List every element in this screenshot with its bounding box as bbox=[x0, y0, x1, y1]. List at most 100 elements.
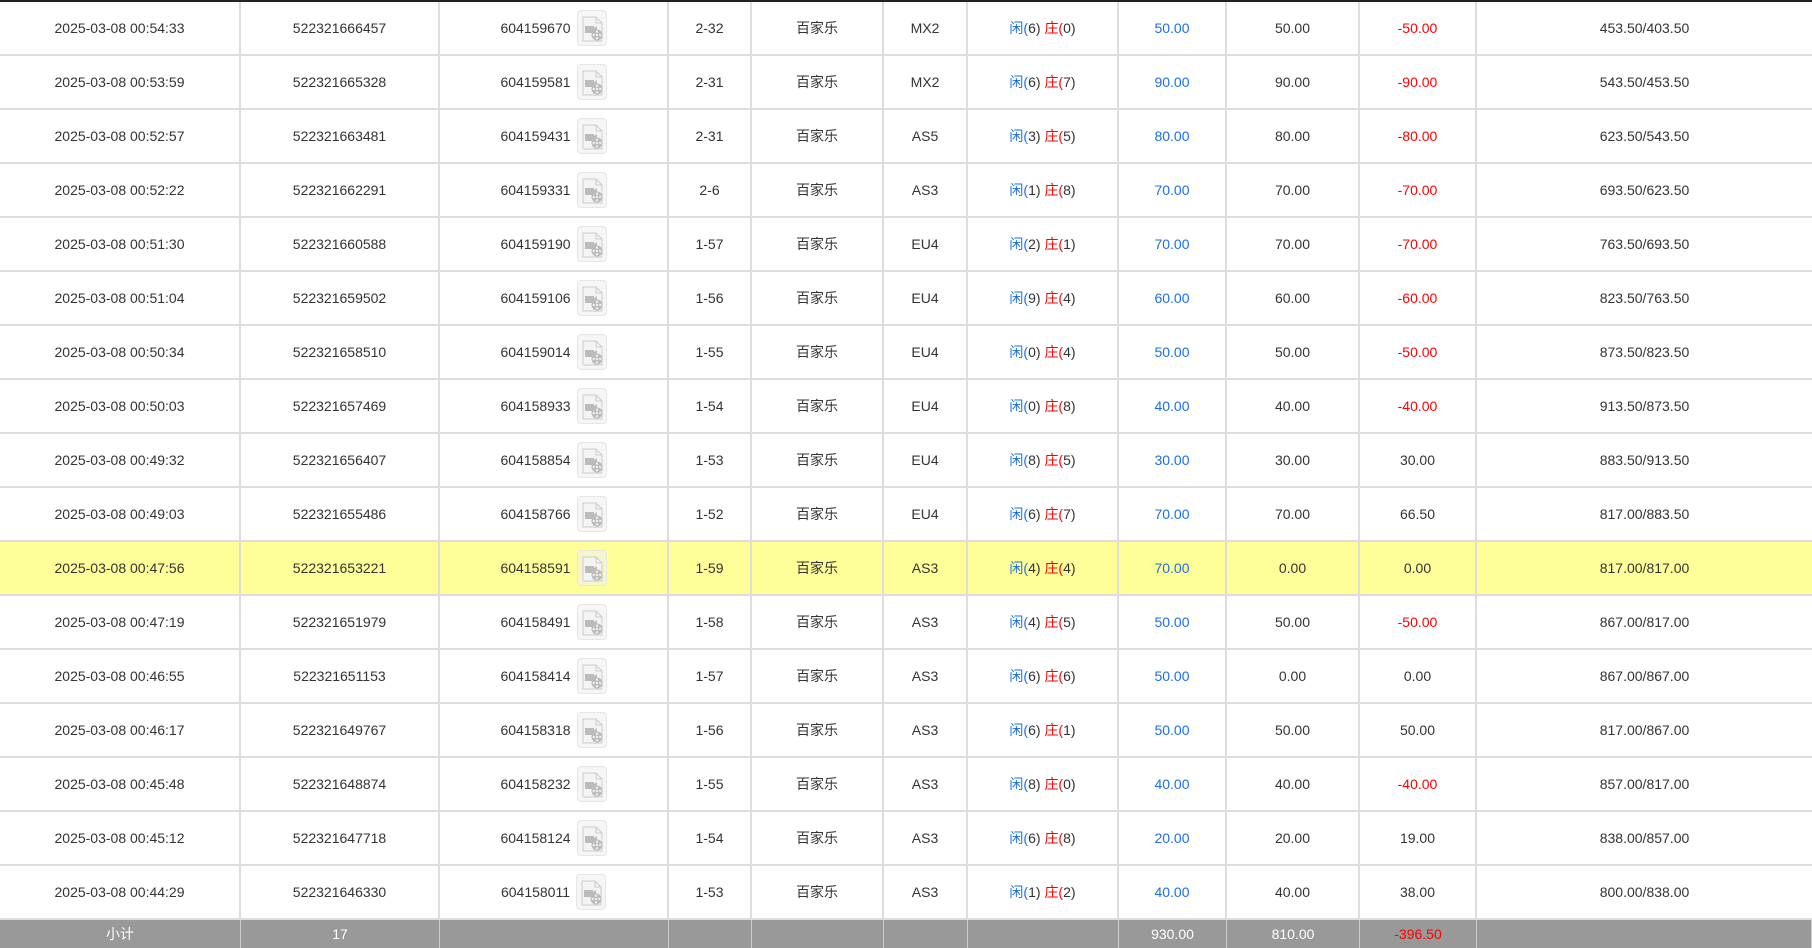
table-name: EU4 bbox=[911, 452, 939, 468]
bet-id: 522321658510 bbox=[292, 344, 387, 360]
balance: 763.50/693.50 bbox=[1599, 236, 1690, 252]
game-name-cell: 百家乐 bbox=[752, 110, 884, 162]
valid-bet: 30.00 bbox=[1274, 452, 1311, 468]
win-loss-cell: 19.00 bbox=[1360, 812, 1477, 864]
bet-id-cell: 522321649767 bbox=[241, 704, 440, 756]
video-file-icon[interactable] bbox=[576, 658, 607, 694]
valid-bet: 50.00 bbox=[1274, 722, 1311, 738]
round-id-cell: 604158414 bbox=[440, 650, 669, 702]
win-loss: 30.00 bbox=[1399, 452, 1436, 468]
player-result: 闲(6) bbox=[1009, 722, 1041, 738]
video-file-icon[interactable] bbox=[576, 766, 607, 802]
video-file-icon[interactable] bbox=[576, 64, 607, 100]
round-id-cell: 604158011 bbox=[440, 866, 669, 918]
win-loss: -50.00 bbox=[1397, 614, 1438, 630]
player-result: 闲(6) bbox=[1009, 74, 1041, 90]
shoe-round-cell: 1-56 bbox=[669, 704, 752, 756]
win-loss-cell: 38.00 bbox=[1360, 866, 1477, 918]
valid-bet-cell: 50.00 bbox=[1227, 2, 1360, 54]
bet-id: 522321657469 bbox=[292, 398, 387, 414]
balance: 543.50/453.50 bbox=[1599, 74, 1690, 90]
win-loss: 38.00 bbox=[1399, 884, 1436, 900]
bet-time-cell: 2025-03-08 00:52:22 bbox=[0, 164, 241, 216]
game-name-cell: 百家乐 bbox=[752, 488, 884, 540]
game-name-cell: 百家乐 bbox=[752, 218, 884, 270]
game-name: 百家乐 bbox=[796, 20, 838, 36]
game-name: 百家乐 bbox=[796, 614, 838, 630]
video-file-icon[interactable] bbox=[576, 388, 607, 424]
round-id-cell: 604158766 bbox=[440, 488, 669, 540]
round-id-cell: 604159190 bbox=[440, 218, 669, 270]
video-file-icon[interactable] bbox=[576, 604, 607, 640]
shoe-round-cell: 1-57 bbox=[669, 650, 752, 702]
video-file-icon[interactable] bbox=[576, 550, 607, 586]
bet-time: 2025-03-08 00:50:34 bbox=[54, 344, 185, 360]
bet-id-cell: 522321666457 bbox=[241, 2, 440, 54]
balance-cell: 763.50/693.50 bbox=[1477, 218, 1812, 270]
table-name: EU4 bbox=[911, 344, 939, 360]
bet-id-cell: 522321656407 bbox=[241, 434, 440, 486]
valid-bet: 50.00 bbox=[1274, 614, 1311, 630]
bet-amount: 70.00 bbox=[1154, 506, 1190, 522]
result-cell: 闲(4) 庄(4) bbox=[968, 542, 1119, 594]
balance: 817.00/817.00 bbox=[1599, 560, 1690, 576]
table-row: 2025-03-08 00:53:59 522321665328 604159581… bbox=[0, 56, 1812, 110]
player-result: 闲(6) bbox=[1009, 668, 1041, 684]
video-file-icon[interactable] bbox=[576, 442, 607, 478]
video-file-icon[interactable] bbox=[576, 226, 607, 262]
video-file-icon[interactable] bbox=[576, 820, 607, 856]
game-name-cell: 百家乐 bbox=[752, 380, 884, 432]
table-row: 2025-03-08 00:50:03 522321657469 604158933… bbox=[0, 380, 1812, 434]
video-file-icon[interactable] bbox=[576, 334, 607, 370]
table-name: MX2 bbox=[910, 20, 940, 36]
bet-amount: 50.00 bbox=[1154, 344, 1190, 360]
shoe-round: 1-57 bbox=[695, 236, 724, 252]
balance: 883.50/913.50 bbox=[1599, 452, 1690, 468]
result-cell: 闲(6) 庄(0) bbox=[968, 2, 1119, 54]
bet-id: 522321660588 bbox=[292, 236, 387, 252]
bet-amount: 80.00 bbox=[1154, 128, 1190, 144]
result-cell: 闲(1) 庄(2) bbox=[968, 866, 1119, 918]
game-name: 百家乐 bbox=[796, 722, 838, 738]
bet-time: 2025-03-08 00:44:29 bbox=[54, 884, 185, 900]
round-id-cell: 604159331 bbox=[440, 164, 669, 216]
video-file-icon[interactable] bbox=[576, 280, 607, 316]
valid-bet-cell: 70.00 bbox=[1227, 164, 1360, 216]
player-result: 闲(9) bbox=[1009, 290, 1041, 306]
bet-id: 522321646330 bbox=[292, 884, 387, 900]
shoe-round: 1-59 bbox=[695, 560, 724, 576]
banker-result: 庄(8) bbox=[1044, 398, 1076, 414]
banker-result: 庄(7) bbox=[1044, 506, 1076, 522]
shoe-round: 2-32 bbox=[695, 20, 724, 36]
table-row: 2025-03-08 00:49:03 522321655486 604158766… bbox=[0, 488, 1812, 542]
win-loss-cell: -80.00 bbox=[1360, 110, 1477, 162]
result-cell: 闲(2) 庄(1) bbox=[968, 218, 1119, 270]
bet-id-cell: 522321663481 bbox=[241, 110, 440, 162]
video-file-icon[interactable] bbox=[576, 496, 607, 532]
table-row: 2025-03-08 00:52:22 522321662291 604159331… bbox=[0, 164, 1812, 218]
valid-bet-cell: 40.00 bbox=[1227, 380, 1360, 432]
win-loss-cell: -40.00 bbox=[1360, 758, 1477, 810]
shoe-round: 1-55 bbox=[695, 344, 724, 360]
player-result: 闲(6) bbox=[1009, 506, 1041, 522]
valid-bet: 40.00 bbox=[1274, 398, 1311, 414]
player-result: 闲(2) bbox=[1009, 236, 1041, 252]
video-file-icon[interactable] bbox=[576, 874, 607, 910]
bet-amount-cell: 50.00 bbox=[1119, 326, 1227, 378]
video-file-icon[interactable] bbox=[576, 118, 607, 154]
win-loss: -80.00 bbox=[1397, 128, 1438, 144]
video-file-icon[interactable] bbox=[576, 712, 607, 748]
video-file-icon[interactable] bbox=[576, 172, 607, 208]
banker-result: 庄(7) bbox=[1044, 74, 1076, 90]
bet-id-cell: 522321653221 bbox=[241, 542, 440, 594]
table-name-cell: EU4 bbox=[884, 380, 968, 432]
table-name: MX2 bbox=[910, 74, 940, 90]
round-id: 604158766 bbox=[500, 506, 571, 522]
bet-time: 2025-03-08 00:49:03 bbox=[54, 506, 185, 522]
win-loss-cell: -40.00 bbox=[1360, 380, 1477, 432]
bet-time: 2025-03-08 00:47:56 bbox=[54, 560, 185, 576]
table-name: AS3 bbox=[911, 830, 939, 846]
video-file-icon[interactable] bbox=[576, 10, 607, 46]
bet-time: 2025-03-08 00:50:03 bbox=[54, 398, 185, 414]
balance-cell: 823.50/763.50 bbox=[1477, 272, 1812, 324]
